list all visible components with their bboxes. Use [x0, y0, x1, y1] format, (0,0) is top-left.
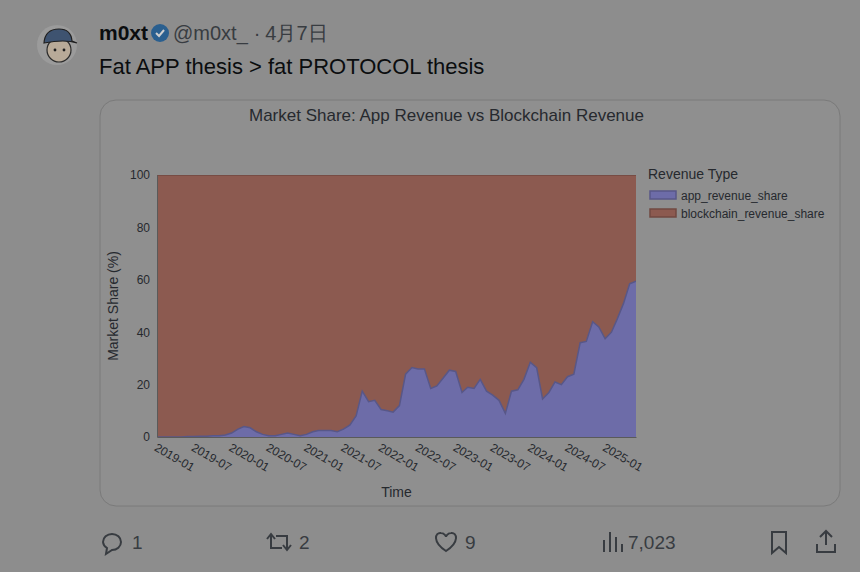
x-tick-label: 2020-07	[264, 440, 309, 474]
x-tick-label: 2021-01	[301, 440, 346, 474]
y-tick: 40	[137, 326, 157, 340]
y-tick: 100	[130, 168, 157, 182]
x-tick-label: 2023-01	[451, 440, 496, 474]
views-button[interactable]	[604, 532, 622, 552]
reply-button[interactable]	[103, 534, 121, 554]
plot-area	[157, 175, 636, 437]
share-icon	[817, 531, 835, 552]
legend-label: blockchain_revenue_share	[681, 207, 825, 221]
x-tick: 2019-07	[189, 437, 234, 475]
x-tick-label: 2019-01	[152, 440, 197, 474]
x-tick: 2024-07	[563, 437, 608, 475]
x-tick: 2023-01	[451, 437, 496, 475]
y-axis-title: Market Share (%)	[105, 251, 121, 361]
legend-swatch	[650, 209, 676, 217]
chart-title: Market Share: App Revenue vs Blockchain …	[249, 106, 644, 125]
x-tick: 2021-07	[338, 437, 383, 475]
avatar[interactable]	[37, 25, 77, 65]
x-tick-label: 2019-07	[189, 440, 234, 474]
handle[interactable]: @m0xt_	[173, 22, 249, 45]
x-tick: 2022-01	[376, 437, 421, 475]
axis-line	[157, 176, 158, 438]
x-tick: 2020-07	[264, 437, 309, 475]
avatar-bg	[37, 25, 77, 65]
legend-item[interactable]: app_revenue_share	[650, 189, 788, 203]
y-tick-label: 100	[130, 168, 150, 182]
author[interactable]: m0xt	[99, 21, 148, 44]
x-tick: 2022-07	[413, 437, 458, 475]
x-tick-label: 2022-01	[376, 440, 421, 474]
legend-swatch	[650, 191, 676, 199]
series-line	[157, 175, 636, 176]
y-tick: 0	[143, 430, 157, 444]
like-button[interactable]	[436, 533, 456, 551]
background	[0, 0, 860, 572]
bookmark-button[interactable]	[772, 532, 786, 553]
plot-background	[157, 175, 636, 437]
legend-title: Revenue Type	[648, 166, 738, 182]
avatar-eye	[54, 49, 57, 52]
repost-button[interactable]	[267, 534, 291, 550]
y-tick-label: 20	[137, 378, 151, 392]
y-tick: 80	[137, 221, 157, 235]
date[interactable]: 4月7日	[265, 22, 327, 44]
repost-icon	[267, 534, 291, 550]
share-button[interactable]	[817, 531, 835, 552]
legend-label: app_revenue_share	[681, 189, 788, 203]
y-axis: 0 20 40 60 80 100	[130, 168, 158, 444]
reply-icon	[103, 534, 121, 554]
x-tick-label: 2020-01	[227, 440, 272, 474]
count: 2	[299, 532, 310, 553]
count: 1	[132, 532, 143, 553]
series-line	[157, 281, 636, 437]
series-area	[157, 175, 636, 437]
bookmark-icon	[772, 532, 786, 553]
x-tick: 2025-01	[600, 437, 645, 475]
x-tick: 2020-01	[227, 437, 272, 475]
x-tick-label: 2022-07	[413, 440, 458, 474]
verified-badge	[151, 24, 169, 42]
count: 9	[465, 532, 476, 553]
x-tick: 2019-01	[152, 437, 197, 475]
y-tick-label: 0	[143, 430, 150, 444]
chart-panel	[100, 100, 840, 506]
y-tick-label: 80	[137, 221, 151, 235]
y-tick: 20	[137, 378, 157, 392]
legend-item[interactable]: blockchain_revenue_share	[650, 207, 825, 221]
x-tick-label: 2024-07	[563, 440, 608, 474]
x-axis-title: Time	[381, 484, 412, 500]
x-tick-label: 2025-01	[600, 440, 645, 474]
page: m0xt @m0xt_·4月7日 Fat APP thesis > fat PROT…	[0, 0, 860, 572]
avatar-eye	[63, 49, 66, 52]
views-icon	[604, 532, 622, 552]
separator: ·	[254, 22, 261, 44]
x-tick: 2023-07	[488, 437, 533, 475]
x-tick: 2021-01	[301, 437, 346, 475]
count: 7,023	[628, 532, 676, 553]
axis-line	[158, 437, 637, 438]
legend: Revenue Type app_revenue_share blockchain_…	[648, 166, 825, 221]
post-text: Fat APP thesis > fat PROTOCOL thesis	[99, 54, 484, 79]
x-tick-label: 2024-01	[525, 440, 570, 474]
y-tick-label: 60	[137, 273, 151, 287]
root: m0xt @m0xt_·4月7日 Fat APP thesis > fat PROT…	[0, 0, 860, 572]
avatar-cap	[44, 29, 77, 43]
x-axis: 2019-012019-072020-012020-072021-012021-…	[152, 437, 646, 475]
badge-bg	[151, 24, 169, 42]
x-tick: 2024-01	[525, 437, 570, 475]
x-tick-label: 2023-07	[488, 440, 533, 474]
like-icon	[436, 533, 456, 551]
badge-check	[156, 30, 164, 36]
y-tick-label: 40	[137, 326, 151, 340]
x-tick-label: 2021-07	[338, 440, 383, 474]
y-tick: 60	[137, 273, 157, 287]
